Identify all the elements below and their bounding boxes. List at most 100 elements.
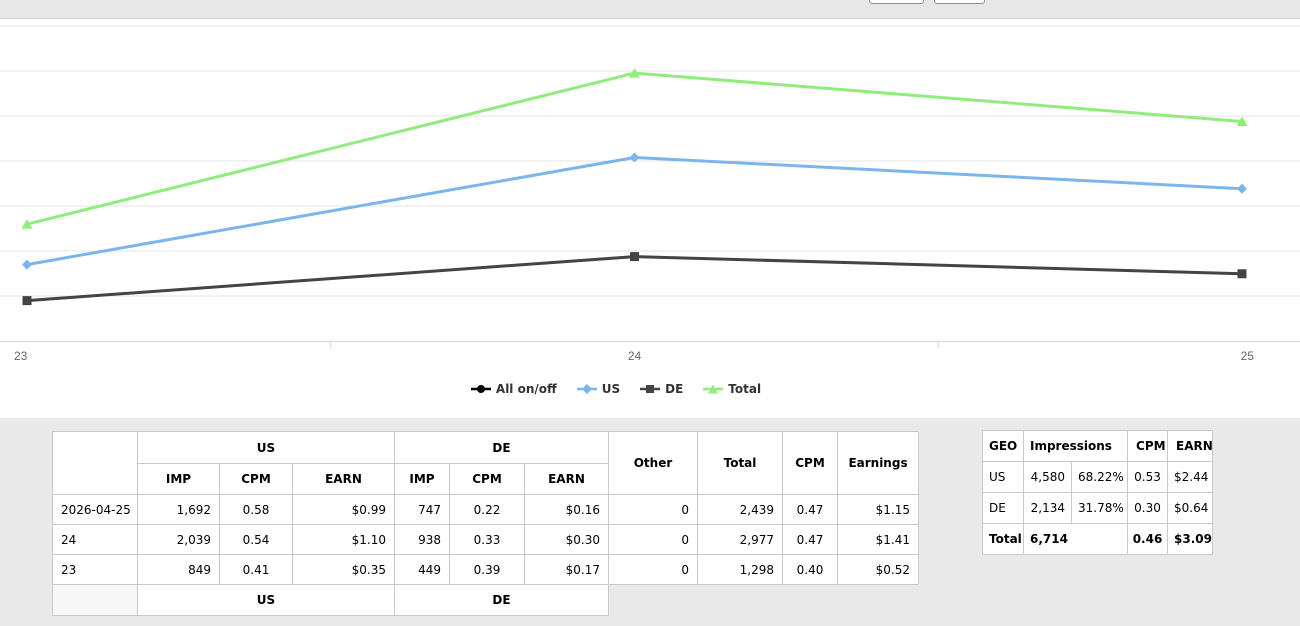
de-earn-cell: $0.16 [523, 494, 610, 525]
cpm-header: CPM [782, 431, 839, 495]
impressions-total-cell: 6,714 [1022, 523, 1129, 555]
earn-cell: $0.64 [1167, 492, 1214, 524]
total-cell: 2,977 [697, 524, 784, 555]
series-marker [630, 252, 639, 262]
circle-marker-icon [470, 385, 491, 393]
geo-total-label: Total [982, 523, 1024, 555]
total-cell: 1,298 [697, 554, 784, 585]
series-marker [1237, 269, 1247, 279]
legend-label: Total [728, 382, 762, 396]
de-imp-cell: 747 [394, 494, 450, 525]
us-imp-header: IMP [137, 463, 220, 495]
de-group-header: DE [393, 431, 610, 464]
us-earn-cell: $0.35 [292, 554, 395, 585]
us-footer-cell: US [137, 584, 395, 616]
table-row: DE 2,134 31.78% 0.30 $0.64 [982, 492, 1214, 524]
geo-cell: DE [982, 492, 1024, 524]
cpm-cell: 0.53 [1127, 461, 1169, 493]
de-earn-cell: $0.30 [523, 524, 610, 555]
table-row: 23 849 0.41 $0.35 449 0.39 $0.17 0 1,298… [52, 554, 920, 585]
top-toolbar [0, 0, 1300, 19]
geo-header: GEO [982, 430, 1024, 462]
data-section: US DE Other Total CPM Earnings IMP CPM E… [0, 418, 1300, 626]
us-earn-cell: $0.99 [292, 494, 395, 525]
legend-label: US [601, 382, 621, 396]
other-cell: 0 [608, 554, 699, 585]
us-earn-header: EARN [292, 463, 395, 495]
diamond-marker-icon [576, 384, 597, 394]
share-cell: 31.78% [1070, 492, 1129, 524]
de-earn-header: EARN [523, 463, 610, 495]
x-axis-label: 24 [628, 349, 642, 363]
de-imp-cell: 449 [394, 554, 450, 585]
series-marker [1236, 116, 1248, 126]
us-cpm-cell: 0.58 [219, 494, 293, 525]
us-cpm-cell: 0.54 [219, 524, 293, 555]
cpm-cell: 0.47 [782, 494, 839, 525]
date-cell: 23 [52, 554, 138, 585]
us-imp-cell: 2,039 [137, 524, 220, 555]
cpm-cell: 0.30 [1127, 492, 1169, 524]
series-line-us [25, 155, 1244, 267]
footer-empty-area [609, 585, 919, 616]
share-cell: 68.22% [1070, 461, 1129, 493]
legend-item-de[interactable]: DE [640, 382, 683, 396]
legend-item-all-on-off[interactable]: All on/off [470, 382, 557, 396]
table-row: 2026-04-25 1,692 0.58 $0.99 747 0.22 $0.… [52, 494, 920, 525]
daily-breakdown-table: US DE Other Total CPM Earnings IMP CPM E… [52, 431, 920, 616]
geo-cell: US [982, 461, 1024, 493]
table-total-row: Total 6,714 0.46 $3.09 [982, 523, 1214, 555]
earn-header: EARN [1167, 430, 1214, 462]
triangle-marker-icon [703, 384, 724, 394]
geo-summary-table: GEO Impressions CPM EARN US 4,580 68.22%… [982, 430, 1214, 555]
series-line-de [25, 255, 1244, 303]
earn-cell: $2.44 [1167, 461, 1214, 493]
legend-label: All on/off [495, 382, 557, 396]
us-group-header: US [137, 431, 395, 464]
table-footer-row: US DE [52, 584, 919, 616]
legend-label: DE [665, 382, 684, 396]
series-marker [629, 68, 640, 78]
us-imp-cell: 1,692 [137, 494, 220, 525]
earnings-cell: $1.15 [837, 494, 920, 525]
de-cpm-cell: 0.33 [449, 524, 525, 555]
series-marker [22, 259, 32, 270]
table-header-row: GEO Impressions CPM EARN [982, 430, 1214, 462]
series-marker [629, 152, 640, 163]
toolbar-button-2[interactable] [934, 0, 985, 4]
total-header: Total [697, 431, 784, 495]
us-imp-cell: 849 [137, 554, 220, 585]
earn-total-cell: $3.09 [1167, 523, 1214, 555]
x-axis-label: 25 [1241, 349, 1255, 363]
square-marker-icon [640, 385, 661, 393]
earnings-cell: $0.52 [837, 554, 920, 585]
series-line-total [25, 71, 1244, 226]
cpm-cell: 0.40 [782, 554, 839, 585]
other-cell: 0 [608, 494, 699, 525]
de-cpm-cell: 0.22 [449, 494, 525, 525]
de-cpm-cell: 0.39 [449, 554, 525, 585]
date-cell: 2026-04-25 [52, 494, 138, 525]
de-imp-header: IMP [394, 463, 450, 495]
us-cpm-cell: 0.41 [219, 554, 293, 585]
legend-item-total[interactable]: Total [703, 382, 761, 396]
impressions-line-chart: 23 24 25 [0, 25, 1300, 363]
series-marker [21, 219, 33, 229]
footer-corner-cell [52, 584, 138, 616]
table-row: US 4,580 68.22% 0.53 $2.44 [982, 461, 1214, 493]
de-imp-cell: 938 [394, 524, 450, 555]
other-header: Other [608, 431, 699, 495]
legend-item-us[interactable]: US [576, 382, 621, 396]
other-cell: 0 [608, 524, 699, 555]
de-earn-cell: $0.17 [523, 554, 610, 585]
earnings-header: Earnings [837, 431, 920, 495]
toolbar-button-1[interactable] [869, 0, 924, 4]
us-earn-cell: $1.10 [292, 524, 395, 555]
impressions-header: Impressions [1022, 430, 1129, 462]
de-cpm-header: CPM [449, 463, 525, 495]
cpm-cell: 0.47 [782, 524, 839, 555]
impressions-cell: 4,580 [1023, 461, 1072, 493]
corner-cell [52, 431, 138, 495]
de-footer-cell: DE [393, 584, 610, 616]
chart-legend: All on/off US DE Total [0, 379, 1232, 399]
